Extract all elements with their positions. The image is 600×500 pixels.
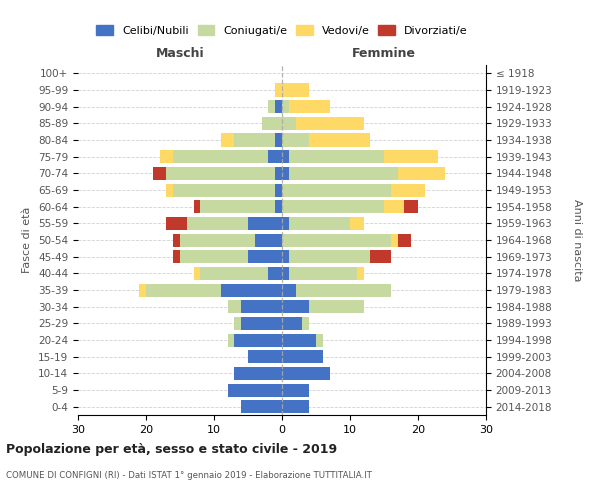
Bar: [370, 250, 391, 263]
Bar: [398, 167, 445, 180]
Bar: [268, 100, 275, 113]
Bar: [173, 250, 180, 263]
Bar: [235, 334, 282, 346]
Bar: [241, 400, 282, 413]
Bar: [275, 184, 282, 196]
Y-axis label: Fasce di età: Fasce di età: [22, 207, 32, 273]
Bar: [241, 300, 282, 313]
Bar: [139, 284, 146, 296]
Bar: [200, 267, 268, 280]
Text: Femmine: Femmine: [352, 47, 416, 60]
Bar: [404, 200, 418, 213]
Bar: [153, 167, 166, 180]
Bar: [235, 317, 241, 330]
Bar: [282, 217, 289, 230]
Text: Maschi: Maschi: [155, 47, 205, 60]
Bar: [166, 184, 173, 196]
Bar: [194, 267, 200, 280]
Bar: [235, 367, 282, 380]
Bar: [282, 350, 323, 363]
Bar: [173, 234, 180, 246]
Bar: [227, 334, 235, 346]
Bar: [227, 300, 241, 313]
Bar: [282, 117, 296, 130]
Bar: [282, 184, 391, 196]
Bar: [241, 317, 282, 330]
Bar: [200, 200, 275, 213]
Text: Popolazione per età, sesso e stato civile - 2019: Popolazione per età, sesso e stato civil…: [6, 442, 337, 456]
Bar: [275, 200, 282, 213]
Bar: [282, 100, 289, 113]
Bar: [350, 217, 364, 230]
Bar: [316, 334, 323, 346]
Bar: [289, 267, 357, 280]
Bar: [296, 284, 391, 296]
Bar: [282, 367, 329, 380]
Bar: [282, 334, 316, 346]
Bar: [146, 284, 221, 296]
Bar: [398, 234, 411, 246]
Bar: [221, 284, 282, 296]
Bar: [221, 134, 235, 146]
Bar: [391, 234, 398, 246]
Bar: [357, 267, 364, 280]
Bar: [194, 200, 200, 213]
Bar: [282, 317, 302, 330]
Bar: [289, 150, 384, 163]
Bar: [180, 250, 248, 263]
Bar: [282, 134, 309, 146]
Bar: [302, 317, 309, 330]
Y-axis label: Anni di nascita: Anni di nascita: [572, 198, 582, 281]
Bar: [275, 167, 282, 180]
Bar: [255, 234, 282, 246]
Bar: [248, 217, 282, 230]
Bar: [282, 400, 309, 413]
Bar: [289, 250, 370, 263]
Bar: [235, 134, 275, 146]
Bar: [309, 300, 364, 313]
Bar: [275, 84, 282, 96]
Bar: [282, 234, 391, 246]
Bar: [289, 167, 398, 180]
Bar: [268, 267, 282, 280]
Bar: [187, 217, 248, 230]
Bar: [391, 184, 425, 196]
Bar: [282, 167, 289, 180]
Bar: [275, 100, 282, 113]
Bar: [248, 250, 282, 263]
Bar: [227, 384, 282, 396]
Bar: [282, 150, 289, 163]
Bar: [262, 117, 282, 130]
Bar: [160, 150, 173, 163]
Bar: [309, 134, 370, 146]
Bar: [268, 150, 282, 163]
Text: COMUNE DI CONFIGNI (RI) - Dati ISTAT 1° gennaio 2019 - Elaborazione TUTTITALIA.I: COMUNE DI CONFIGNI (RI) - Dati ISTAT 1° …: [6, 471, 372, 480]
Bar: [173, 184, 275, 196]
Bar: [282, 300, 309, 313]
Bar: [384, 150, 439, 163]
Bar: [180, 234, 255, 246]
Bar: [282, 84, 309, 96]
Bar: [289, 100, 329, 113]
Bar: [289, 217, 350, 230]
Bar: [282, 284, 296, 296]
Bar: [166, 217, 187, 230]
Bar: [173, 150, 268, 163]
Bar: [296, 117, 364, 130]
Bar: [384, 200, 404, 213]
Bar: [282, 250, 289, 263]
Legend: Celibi/Nubili, Coniugati/e, Vedovi/e, Divorziati/e: Celibi/Nubili, Coniugati/e, Vedovi/e, Di…: [93, 22, 471, 39]
Bar: [166, 167, 275, 180]
Bar: [282, 267, 289, 280]
Bar: [275, 134, 282, 146]
Bar: [282, 200, 384, 213]
Bar: [248, 350, 282, 363]
Bar: [282, 384, 309, 396]
